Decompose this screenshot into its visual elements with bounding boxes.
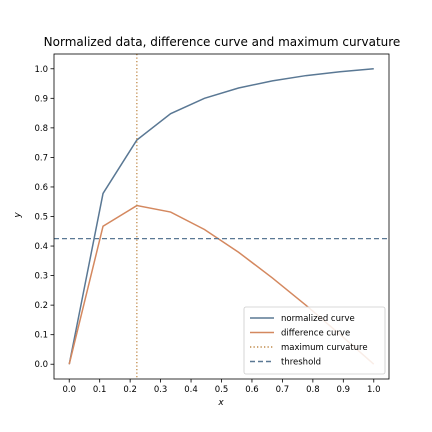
chart-title: Normalized data, difference curve and ma… (44, 35, 401, 49)
y-axis-label: y (13, 212, 23, 219)
x-tick-label: 0.1 (93, 385, 107, 395)
y-tick-label: 0.5 (34, 213, 48, 223)
y-tick-label: 0.4 (34, 242, 48, 252)
y-tick-label: 1.0 (34, 65, 48, 75)
legend-label-threshold: threshold (281, 358, 321, 368)
x-tick-label: 0.5 (215, 385, 229, 395)
x-axis-label: x (217, 398, 224, 408)
y-tick-label: 0.0 (34, 360, 48, 370)
x-tick-label: 0.4 (184, 385, 198, 395)
legend: normalized curve difference curve maximum … (243, 306, 386, 375)
legend-label-maximum-curvature: maximum curvature (281, 343, 368, 353)
x-tick-label: 0.6 (245, 385, 259, 395)
x-tick-label: 1.0 (367, 385, 381, 395)
y-tick-label: 0.2 (34, 301, 48, 311)
y-tick-label: 0.7 (34, 153, 48, 163)
x-tick-label: 0.2 (123, 385, 137, 395)
y-tick-label: 0.6 (34, 183, 48, 193)
x-tick-label: 0.8 (306, 385, 320, 395)
y-tick-label: 0.1 (34, 331, 48, 341)
x-tick-label: 0.9 (337, 385, 351, 395)
y-tick-label: 0.8 (34, 124, 48, 134)
y-tick-label: 0.3 (34, 272, 48, 282)
y-tick-label: 0.9 (34, 94, 48, 104)
x-axis-ticks: 0.0 0.1 0.2 0.3 0.4 0.5 0.6 0.7 0.8 0.9 1.0 (62, 379, 381, 395)
series-line-normalized-curve (68, 68, 374, 365)
x-tick-label: 0.7 (276, 385, 290, 395)
x-tick-label: 0.3 (154, 385, 168, 395)
x-tick-label: 0.0 (62, 385, 76, 395)
legend-label-normalized-curve: normalized curve (281, 314, 355, 324)
legend-label-difference-curve: difference curve (281, 329, 350, 339)
legend-box (243, 306, 386, 375)
y-axis-ticks: 0.0 0.1 0.2 0.3 0.4 0.5 0.6 0.7 0.8 0.9 1.0 (34, 65, 54, 370)
